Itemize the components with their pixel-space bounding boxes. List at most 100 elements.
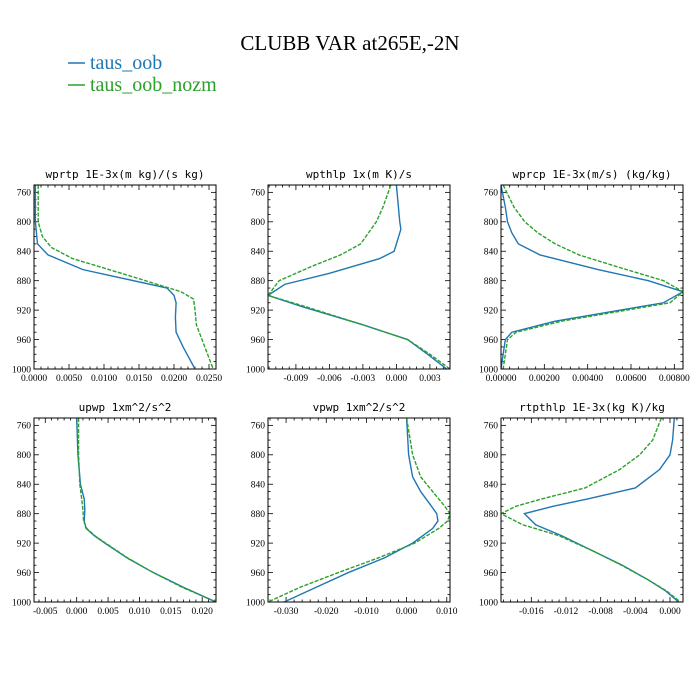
series-line-taus-oob: [523, 418, 680, 602]
y-tick-label: 800: [17, 218, 32, 228]
y-tick-label: 1000: [246, 598, 265, 608]
y-tick-label: 800: [251, 451, 266, 461]
y-tick-label: 920: [484, 306, 499, 316]
y-tick-label: 760: [484, 189, 499, 199]
x-tick-label: 0.010: [436, 607, 458, 617]
x-tick-label: 0.0250: [196, 374, 222, 384]
x-tick-label: 0.00800: [659, 374, 690, 384]
x-tick-label: 0.000: [659, 607, 681, 617]
x-tick-label: 0.020: [192, 607, 214, 617]
y-tick-label: 960: [251, 336, 266, 346]
legend: taus_oob taus_oob_nozm: [68, 52, 217, 96]
y-tick-label: 760: [484, 422, 499, 432]
plot-frame: [33, 184, 217, 370]
series-line-taus-oob: [501, 185, 683, 369]
x-tick-label: 0.00200: [529, 374, 560, 384]
y-tick-label: 920: [17, 539, 32, 549]
series-line-taus-oob-nozm: [268, 418, 450, 602]
y-tick-label: 960: [484, 336, 499, 346]
series-line-taus-oob-nozm: [501, 418, 681, 602]
panel-wprtp: wprtp 1E-3x(m kg)/(s kg) 760 800 840 880 920 9…: [12, 168, 222, 384]
x-tick-label: -0.003: [351, 374, 376, 384]
y-tick-label: 1000: [246, 365, 265, 375]
plot-frame: [267, 417, 451, 603]
x-tick-label: 0.0000: [21, 374, 47, 384]
x-tick-label: -0.008: [588, 607, 613, 617]
y-tick-label: 880: [251, 510, 266, 520]
x-tick-label: -0.009: [284, 374, 309, 384]
y-tick-label: 1000: [12, 598, 31, 608]
y-tick-label: 880: [17, 277, 32, 287]
plot-frame: [33, 417, 217, 603]
y-tick-label: 760: [17, 422, 32, 432]
x-tick-label: -0.016: [519, 607, 544, 617]
series-line-taus-oob-nozm: [502, 185, 683, 369]
plot-frame: [267, 184, 451, 370]
y-tick-label: 800: [484, 451, 499, 461]
y-tick-label: 1000: [12, 365, 31, 375]
panel-title-wprtp: wprtp 1E-3x(m kg)/(s kg): [46, 168, 205, 181]
y-tick-label: 840: [251, 481, 266, 491]
y-tick-label: 960: [251, 569, 266, 579]
y-tick-label: 800: [484, 218, 499, 228]
x-tick-label: 0.000: [396, 607, 418, 617]
series-line-taus-oob: [283, 418, 439, 602]
y-tick-label: 840: [17, 481, 32, 491]
panels: wprtp 1E-3x(m kg)/(s kg) 760 800 840 880 920 9…: [12, 168, 690, 617]
y-tick-label: 880: [17, 510, 32, 520]
x-tick-label: 0.0150: [126, 374, 152, 384]
x-tick-label: -0.005: [33, 607, 58, 617]
y-tick-label: 880: [484, 510, 499, 520]
series-line-taus-oob-nozm: [77, 418, 216, 602]
y-tick-label: 840: [484, 248, 499, 258]
panel-wprcp: wprcp 1E-3x(m/s) (kg/kg) 760 800 840 880 920 9…: [479, 168, 690, 384]
panel-vpwp: vpwp 1xm^2/s^2 760 800 840 880 920 960 1000 -0.0…: [246, 401, 458, 617]
y-tick-label: 840: [484, 481, 499, 491]
x-tick-label: 0.000: [66, 607, 88, 617]
y-tick-label: 1000: [479, 365, 498, 375]
y-tick-label: 880: [251, 277, 266, 287]
x-tick-label: -0.004: [623, 607, 648, 617]
panel-title-wprcp: wprcp 1E-3x(m/s) (kg/kg): [513, 168, 672, 181]
x-tick-label: -0.006: [317, 374, 342, 384]
y-tick-label: 800: [17, 451, 32, 461]
series-line-taus-oob-nozm: [37, 185, 214, 369]
panel-title-upwp: upwp 1xm^2/s^2: [79, 401, 172, 414]
x-tick-label: -0.010: [354, 607, 379, 617]
y-tick-label: 760: [251, 189, 266, 199]
x-tick-label: 0.000: [386, 374, 408, 384]
x-tick-label: 0.00000: [486, 374, 517, 384]
x-tick-label: 0.0050: [56, 374, 82, 384]
series-line-taus-oob: [75, 418, 216, 602]
y-tick-label: 760: [17, 189, 32, 199]
y-tick-label: 920: [251, 539, 266, 549]
plot-frame: [500, 417, 684, 603]
y-tick-label: 960: [17, 336, 32, 346]
x-tick-label: 0.00400: [572, 374, 603, 384]
panel-title-wpthlp: wpthlp 1x(m K)/s: [306, 168, 412, 181]
x-tick-label: -0.030: [274, 607, 299, 617]
panel-wpthlp: wpthlp 1x(m K)/s 760 800 840 880 920 960 1000 -0…: [246, 168, 451, 384]
x-tick-label: -0.012: [554, 607, 579, 617]
x-tick-label: 0.0200: [161, 374, 187, 384]
panel-upwp: upwp 1xm^2/s^2 760 800 840 880 920 960 1000-0.0…: [12, 401, 217, 617]
y-tick-label: 1000: [479, 598, 498, 608]
x-tick-label: 0.00600: [616, 374, 647, 384]
y-tick-label: 760: [251, 422, 266, 432]
y-tick-label: 800: [251, 218, 266, 228]
x-tick-label: 0.010: [129, 607, 151, 617]
series-line-taus-oob: [268, 185, 448, 369]
plot-frame: [500, 184, 684, 370]
x-tick-label: 0.005: [97, 607, 119, 617]
y-tick-label: 920: [251, 306, 266, 316]
figure-title: CLUBB VAR at265E,-2N: [240, 31, 459, 55]
y-tick-label: 920: [17, 306, 32, 316]
y-tick-label: 960: [17, 569, 32, 579]
y-tick-label: 840: [251, 248, 266, 258]
panel-rtpthlp: rtpthlp 1E-3x(kg K)/kg 760 800 840 880 920 960…: [479, 401, 684, 617]
series-line-taus-oob: [34, 185, 196, 369]
x-tick-label: 0.015: [160, 607, 182, 617]
x-tick-label: 0.003: [419, 374, 441, 384]
panel-title-vpwp: vpwp 1xm^2/s^2: [313, 401, 406, 414]
